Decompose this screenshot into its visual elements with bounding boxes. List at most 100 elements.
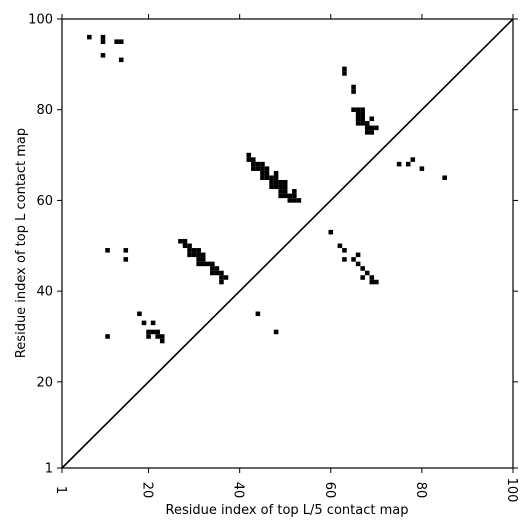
- contact-point: [118, 39, 124, 44]
- contact-point: [251, 157, 256, 162]
- contact-point: [351, 84, 356, 90]
- x-tick-label: 60: [322, 482, 337, 499]
- contact-point: [159, 334, 165, 339]
- contact-point: [146, 334, 151, 339]
- contact-point: [342, 257, 347, 262]
- contact-point: [155, 329, 160, 335]
- contact-point: [187, 252, 192, 258]
- contact-point: [205, 261, 211, 267]
- contact-point: [123, 257, 129, 262]
- x-tick-label: 80: [413, 482, 428, 499]
- contact-point: [182, 238, 188, 244]
- contact-point: [273, 329, 279, 335]
- contact-point: [155, 334, 160, 339]
- contact-point: [351, 89, 356, 94]
- contact-point: [374, 125, 379, 131]
- contact-point: [337, 243, 343, 249]
- x-tick-label: 20: [140, 482, 155, 499]
- contact-point: [141, 320, 147, 326]
- contact-point: [374, 279, 379, 285]
- contact-point: [200, 261, 206, 267]
- contact-point: [278, 193, 283, 199]
- contact-point: [292, 189, 297, 194]
- contact-point: [292, 193, 297, 199]
- contact-point: [214, 270, 220, 276]
- contact-point: [255, 311, 261, 317]
- contact-point: [342, 66, 347, 72]
- contact-point: [105, 248, 110, 253]
- contact-point: [355, 121, 361, 126]
- contact-point: [342, 71, 347, 76]
- contact-point: [405, 161, 411, 167]
- contact-point: [364, 125, 370, 131]
- contact-point: [282, 180, 288, 185]
- y-axis-label: Residue index of top L contact map: [14, 128, 29, 358]
- contact-point: [196, 252, 201, 258]
- contact-point: [296, 198, 302, 203]
- x-axis-label: Residue index of top L/5 contact map: [166, 503, 409, 518]
- contact-point: [364, 270, 370, 276]
- contact-point: [187, 248, 192, 253]
- contact-point: [419, 166, 425, 171]
- contact-point: [246, 152, 252, 158]
- contact-point: [360, 275, 365, 280]
- contact-point: [87, 34, 92, 40]
- contact-point: [282, 189, 288, 194]
- contact-point: [251, 161, 256, 167]
- contact-point: [282, 193, 288, 199]
- contact-point: [369, 130, 375, 135]
- y-tick-label: 80: [36, 103, 53, 118]
- contact-point: [369, 125, 375, 131]
- contact-point: [264, 170, 270, 176]
- contact-point: [287, 198, 293, 203]
- contact-points: [87, 34, 447, 344]
- contact-point: [396, 161, 402, 167]
- contact-point: [278, 180, 283, 185]
- contact-point: [260, 161, 265, 167]
- contact-point: [355, 107, 361, 112]
- contact-point: [150, 329, 156, 335]
- contact-point: [191, 252, 197, 258]
- contact-point: [210, 261, 215, 267]
- contact-point: [369, 275, 375, 280]
- contact-point: [264, 175, 270, 181]
- contact-point: [278, 184, 283, 190]
- contact-point: [200, 257, 206, 262]
- contact-point: [150, 320, 156, 326]
- contact-point: [364, 130, 370, 135]
- contact-point: [355, 252, 361, 258]
- y-tick-label: 60: [36, 194, 53, 209]
- contact-point: [282, 184, 288, 190]
- contact-point: [273, 175, 279, 181]
- contact-point: [210, 270, 215, 276]
- contact-point: [200, 252, 206, 258]
- contact-point: [369, 279, 375, 285]
- x-tick-label: 40: [231, 482, 246, 499]
- contact-point: [360, 111, 365, 117]
- diagonal-line: [61, 18, 514, 469]
- y-tick-label: 1: [45, 462, 53, 477]
- contact-point: [273, 184, 279, 190]
- contact-point: [360, 107, 365, 112]
- contact-point: [187, 243, 192, 249]
- contact-point: [219, 275, 224, 280]
- contact-point: [105, 334, 110, 339]
- contact-point: [351, 107, 356, 112]
- contact-point: [214, 266, 220, 271]
- x-tick-label: 100: [504, 478, 519, 503]
- contact-point: [364, 121, 370, 126]
- contact-point: [360, 116, 365, 122]
- contact-point: [255, 161, 261, 167]
- contact-point: [287, 193, 293, 199]
- contact-point: [355, 116, 361, 122]
- contact-point: [369, 116, 375, 122]
- contact-point: [260, 166, 265, 171]
- contact-point: [269, 175, 274, 181]
- contact-point: [410, 157, 416, 162]
- contact-point: [196, 257, 201, 262]
- contact-point: [182, 243, 188, 249]
- contact-point: [100, 39, 106, 44]
- contact-point: [100, 34, 106, 40]
- contact-point: [360, 266, 365, 271]
